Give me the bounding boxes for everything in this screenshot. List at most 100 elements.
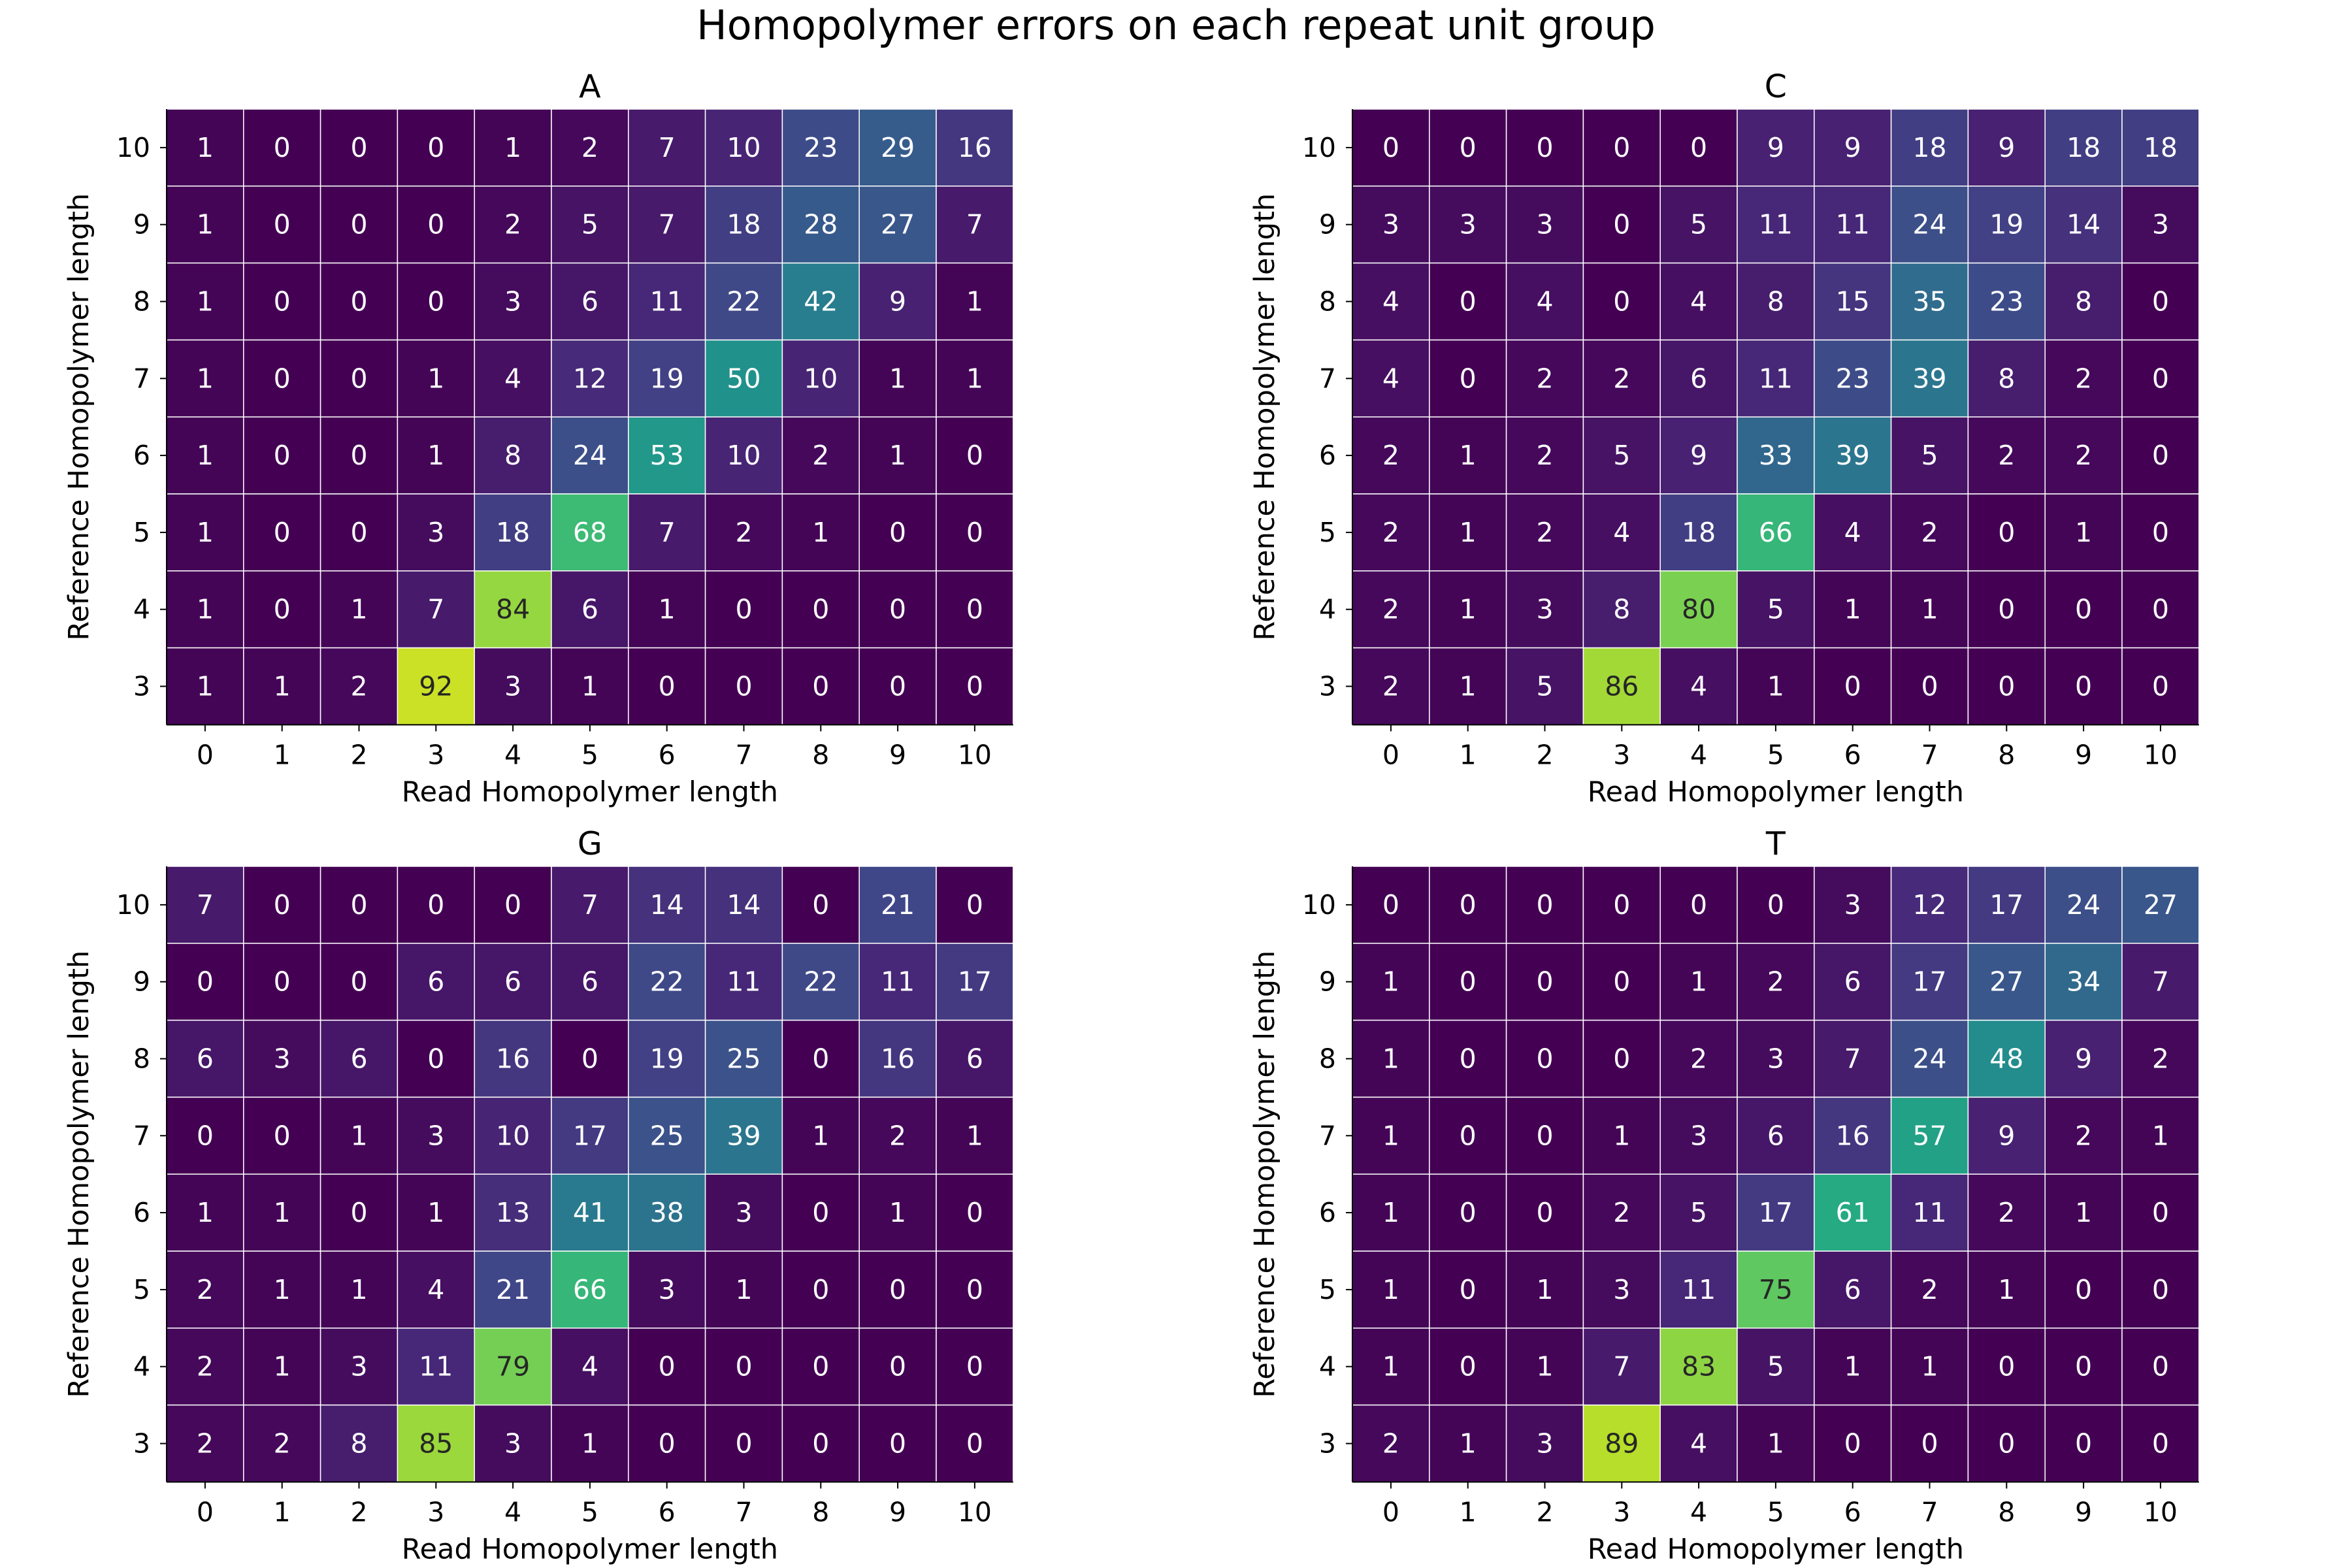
heatmap-cell bbox=[397, 108, 475, 187]
cell-value-label: 1 bbox=[1613, 1120, 1630, 1151]
heatmap-cell bbox=[319, 416, 399, 495]
heatmap-cell bbox=[2121, 1019, 2200, 1098]
cell-value-label: 23 bbox=[1989, 286, 2023, 318]
heatmap-cell bbox=[1737, 1328, 1815, 1406]
cell-value-label: 3 bbox=[1690, 1120, 1707, 1151]
cell-value-label: 4 bbox=[1690, 286, 1707, 318]
cell-value-label: 75 bbox=[1759, 1274, 1793, 1305]
heatmap-cell bbox=[1505, 570, 1584, 649]
cell-value-label: 11 bbox=[727, 966, 760, 998]
heatmap-cell bbox=[319, 262, 399, 341]
cell-value-label: 0 bbox=[2075, 1428, 2092, 1460]
cell-value-label: 16 bbox=[881, 1043, 915, 1075]
heatmap-cell bbox=[243, 1328, 321, 1406]
cell-value-label: 0 bbox=[274, 517, 291, 548]
heatmap-cell bbox=[936, 1019, 1014, 1098]
heatmap-cell bbox=[551, 1096, 629, 1175]
cell-value-label: 21 bbox=[496, 1274, 530, 1305]
heatmap-cell bbox=[319, 186, 399, 264]
heatmap-cell bbox=[1659, 1328, 1738, 1406]
cell-value-label: 0 bbox=[1460, 1120, 1477, 1151]
heatmap-cell bbox=[1505, 493, 1584, 572]
heatmap-cell bbox=[1505, 186, 1584, 264]
cell-value-label: 0 bbox=[1460, 966, 1477, 998]
cell-value-label: 7 bbox=[2152, 966, 2169, 998]
heatmap-cell bbox=[551, 1404, 629, 1483]
heatmap-cell bbox=[2044, 1173, 2123, 1252]
y-tick-label: 10 bbox=[1302, 889, 1336, 921]
cell-value-label: 23 bbox=[804, 132, 838, 163]
y-tick-label: 7 bbox=[1319, 1120, 1336, 1151]
heatmap-cell bbox=[1429, 1019, 1507, 1098]
cell-value-label: 1 bbox=[1690, 966, 1707, 998]
cell-value-label: 0 bbox=[1690, 132, 1707, 163]
x-tick-label: 7 bbox=[735, 739, 752, 770]
cell-value-label: 6 bbox=[427, 966, 444, 998]
cell-value-label: 18 bbox=[2144, 132, 2178, 163]
y-tick-label: 3 bbox=[133, 671, 150, 702]
cell-value-label: 0 bbox=[427, 1043, 444, 1075]
cell-value-label: 0 bbox=[2152, 286, 2169, 318]
heatmap-cell bbox=[1582, 866, 1661, 944]
cell-value-label: 5 bbox=[1613, 440, 1630, 471]
cell-value-label: 83 bbox=[1682, 1351, 1716, 1382]
cell-value-label: 0 bbox=[966, 1274, 983, 1305]
cell-value-label: 9 bbox=[1690, 440, 1707, 471]
cell-value-label: 0 bbox=[2152, 1197, 2169, 1228]
x-tick-label: 4 bbox=[1690, 1496, 1707, 1527]
heatmap-panel: T0 0 0 0 0 0 3 12 17 24 271 0 0 0 1 2 6 17 27 34 71 0 0 0 2 3 7 24 4… bbox=[1249, 825, 2200, 1565]
cell-value-label: 0 bbox=[966, 1351, 983, 1382]
cell-value-label: 11 bbox=[1912, 1197, 1946, 1228]
cell-value-label: 0 bbox=[1460, 132, 1477, 163]
cell-value-label: 10 bbox=[496, 1120, 530, 1151]
heatmap-cell bbox=[474, 339, 552, 417]
cell-value-label: 0 bbox=[889, 1351, 906, 1382]
x-tick-label: 5 bbox=[1767, 739, 1784, 770]
cell-value-label: 9 bbox=[1998, 1120, 2015, 1151]
heatmap-cell bbox=[1890, 416, 1969, 495]
y-tick-label: 10 bbox=[116, 889, 150, 921]
cell-value-label: 7 bbox=[581, 889, 598, 921]
cell-value-label: 0 bbox=[812, 1428, 829, 1460]
cell-value-label: 5 bbox=[1690, 209, 1707, 240]
cell-value-label: 1 bbox=[427, 363, 444, 394]
x-tick-label: 9 bbox=[2075, 739, 2092, 770]
heatmap-cell bbox=[1659, 1250, 1738, 1329]
cell-value-label: 1 bbox=[197, 1197, 214, 1228]
x-tick-label: 10 bbox=[958, 739, 992, 770]
heatmap-cell bbox=[397, 1096, 475, 1175]
cell-value-label: 0 bbox=[889, 1428, 906, 1460]
cell-value-label: 1 bbox=[350, 1274, 367, 1305]
cell-value-label: 0 bbox=[1460, 889, 1477, 921]
x-tick-label: 8 bbox=[1998, 739, 2015, 770]
heatmap-cell bbox=[2121, 108, 2200, 187]
heatmap-cell bbox=[551, 1250, 629, 1329]
heatmap-cell bbox=[319, 108, 399, 187]
cell-value-label: 0 bbox=[812, 889, 829, 921]
cell-value-label: 0 bbox=[427, 889, 444, 921]
cell-value-label: 0 bbox=[2075, 671, 2092, 702]
cell-value-label: 0 bbox=[966, 1428, 983, 1460]
cell-value-label: 0 bbox=[581, 1043, 598, 1075]
heatmap-cell bbox=[1429, 866, 1507, 944]
cell-value-label: 0 bbox=[1382, 889, 1399, 921]
cell-value-label: 4 bbox=[427, 1274, 444, 1305]
cell-value-label: 2 bbox=[1690, 1043, 1707, 1075]
cell-value-label: 48 bbox=[1989, 1043, 2023, 1075]
cell-value-label: 1 bbox=[1921, 1351, 1938, 1382]
cell-value-label: 7 bbox=[659, 209, 676, 240]
cell-value-label: 3 bbox=[427, 1120, 444, 1151]
cell-value-label: 0 bbox=[274, 440, 291, 471]
y-tick-label: 4 bbox=[133, 1351, 150, 1382]
cell-value-label: 18 bbox=[1682, 517, 1716, 548]
cell-value-label: 5 bbox=[1921, 440, 1938, 471]
heatmap-cell bbox=[1505, 943, 1584, 1021]
cell-value-label: 7 bbox=[659, 517, 676, 548]
cell-value-label: 0 bbox=[1613, 1043, 1630, 1075]
cell-value-label: 0 bbox=[1998, 594, 2015, 625]
heatmap-cell bbox=[704, 1404, 783, 1483]
cell-value-label: 66 bbox=[573, 1274, 607, 1305]
heatmap-cell bbox=[1967, 186, 2046, 264]
heatmap-cell bbox=[551, 570, 629, 649]
heatmap-cell bbox=[1429, 108, 1507, 187]
